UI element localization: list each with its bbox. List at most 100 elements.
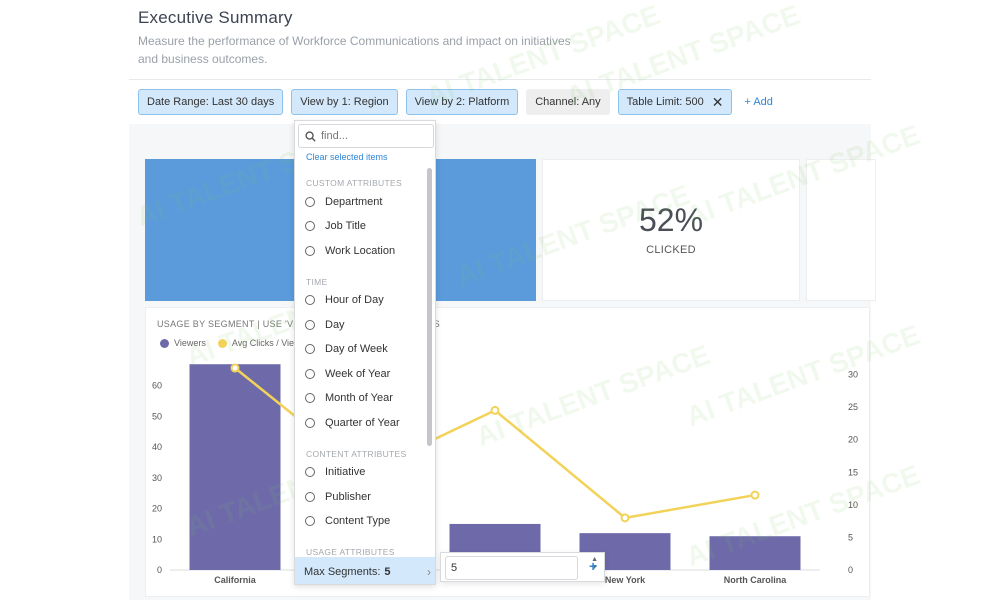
left-axis-tick: 50 xyxy=(152,411,162,421)
view-by-2-filter[interactable]: View by 2: Platform xyxy=(405,89,519,115)
option-publisher[interactable]: Publisher xyxy=(305,491,371,503)
category-label: California xyxy=(214,575,257,585)
right-axis-tick: 0 xyxy=(848,565,853,575)
close-icon[interactable]: ✕ xyxy=(711,94,724,110)
dropdown-search xyxy=(298,124,434,148)
chart-legend: Viewers Avg Clicks / Viewe xyxy=(160,338,318,348)
section-time: TIME xyxy=(306,277,328,287)
section-content-attributes: CONTENT ATTRIBUTES xyxy=(306,449,407,459)
option-label: Content Type xyxy=(325,515,391,527)
option-day[interactable]: Day xyxy=(305,319,345,331)
stepper-icon[interactable]: ▲ ▼ xyxy=(591,556,598,571)
legend-label-avg-clicks: Avg Clicks / Viewe xyxy=(231,338,306,348)
page-title: Executive Summary xyxy=(138,8,293,27)
left-axis-tick: 40 xyxy=(152,442,162,452)
right-axis-tick: 20 xyxy=(848,435,858,445)
table-limit-filter[interactable]: Table Limit: 500 ✕ xyxy=(617,89,733,115)
table-limit-label: Table Limit: 500 xyxy=(626,96,704,108)
channel-filter[interactable]: Channel: Any xyxy=(526,89,610,115)
legend-label-viewers: Viewers xyxy=(174,338,206,348)
search-icon xyxy=(305,130,316,142)
option-day-of-week[interactable]: Day of Week xyxy=(305,343,388,355)
option-label: Week of Year xyxy=(325,368,391,380)
option-job-title[interactable]: Job Title xyxy=(305,220,366,232)
max-segments-row[interactable]: Max Segments: 5 › xyxy=(295,557,435,584)
radio-button[interactable] xyxy=(305,320,315,330)
legend-dot-avg-clicks xyxy=(217,338,227,348)
legend-item-viewers[interactable]: Viewers xyxy=(160,338,206,348)
option-label: Quarter of Year xyxy=(325,417,400,429)
point-avg-clicks xyxy=(490,405,500,415)
chevron-right-icon: › xyxy=(427,564,431,579)
category-label: New York xyxy=(605,575,646,585)
option-label: Day of Week xyxy=(325,343,388,355)
option-quarter-of-year[interactable]: Quarter of Year xyxy=(305,417,400,429)
clear-selected-link[interactable]: Clear selected items xyxy=(306,152,388,162)
radio-button[interactable] xyxy=(305,295,315,305)
filter-bar: Date Range: Last 30 days View by 1: Regi… xyxy=(138,89,773,115)
radio-button[interactable] xyxy=(305,246,315,256)
page-header: Executive Summary Measure the performanc… xyxy=(138,8,878,68)
clicked-stat-tile: 52% CLICKED xyxy=(542,159,800,301)
radio-button[interactable] xyxy=(305,467,315,477)
bar-viewers xyxy=(189,364,281,570)
option-department[interactable]: Department xyxy=(305,196,382,208)
max-segments-popover: 5 ▲ ▼ + xyxy=(440,552,605,582)
chart-title: USAGE BY SEGMENT | USE 'VIEW xyxy=(157,319,312,329)
option-label: Work Location xyxy=(325,245,396,257)
third-stat-tile xyxy=(806,159,876,301)
add-segment-button[interactable]: + xyxy=(589,558,598,574)
left-axis-tick: 20 xyxy=(152,504,162,514)
radio-button[interactable] xyxy=(305,221,315,231)
date-range-filter[interactable]: Date Range: Last 30 days xyxy=(138,89,284,115)
option-label: Day xyxy=(325,319,345,331)
stat-value: 52% xyxy=(638,202,704,238)
option-label: Job Title xyxy=(325,220,366,232)
radio-button[interactable] xyxy=(305,393,315,403)
option-week-of-year[interactable]: Week of Year xyxy=(305,368,390,380)
left-axis-tick: 60 xyxy=(152,381,162,391)
left-axis-tick: 0 xyxy=(157,565,162,575)
radio-button[interactable] xyxy=(305,492,315,502)
dropdown-scrollbar[interactable] xyxy=(427,168,432,446)
radio-button[interactable] xyxy=(305,418,315,428)
stat-label: CLICKED xyxy=(646,244,696,256)
legend-dot-viewers xyxy=(160,338,169,348)
radio-button[interactable] xyxy=(305,197,315,207)
option-label: Month of Year xyxy=(325,392,393,404)
search-input[interactable] xyxy=(321,130,421,142)
point-avg-clicks xyxy=(750,490,760,500)
option-label: Publisher xyxy=(325,491,371,503)
option-label: Hour of Day xyxy=(325,294,384,306)
option-month-of-year[interactable]: Month of Year xyxy=(305,392,393,404)
radio-button[interactable] xyxy=(305,369,315,379)
left-axis-tick: 10 xyxy=(152,534,162,544)
right-axis-tick: 15 xyxy=(848,467,858,477)
option-initiative[interactable]: Initiative xyxy=(305,466,365,478)
view-by-1-filter[interactable]: View by 1: Region xyxy=(291,89,398,115)
option-hour-of-day[interactable]: Hour of Day xyxy=(305,294,384,306)
left-axis-tick: 30 xyxy=(152,473,162,483)
right-axis-tick: 30 xyxy=(848,370,858,380)
option-work-location[interactable]: Work Location xyxy=(305,245,395,257)
add-filter-link[interactable]: + Add xyxy=(744,96,773,108)
legend-item-avg-clicks[interactable]: Avg Clicks / Viewe xyxy=(217,338,306,348)
max-segments-input[interactable]: 5 xyxy=(445,556,578,580)
option-label: Initiative xyxy=(325,466,366,478)
radio-button[interactable] xyxy=(305,344,315,354)
point-avg-clicks xyxy=(620,513,630,523)
section-usage-attributes: USAGE ATTRIBUTES xyxy=(306,547,395,557)
bar-viewers xyxy=(709,536,801,570)
radio-button[interactable] xyxy=(305,516,315,526)
max-segments-value: 5 xyxy=(384,565,391,578)
right-axis-tick: 5 xyxy=(848,532,853,542)
option-content-type[interactable]: Content Type xyxy=(305,515,390,527)
right-axis-tick: 25 xyxy=(848,402,858,412)
max-segments-label: Max Segments: xyxy=(304,565,381,578)
header-divider xyxy=(129,79,871,80)
option-label: Department xyxy=(325,196,383,208)
section-custom-attributes: CUSTOM ATTRIBUTES xyxy=(306,178,402,188)
right-axis-tick: 10 xyxy=(848,500,858,510)
